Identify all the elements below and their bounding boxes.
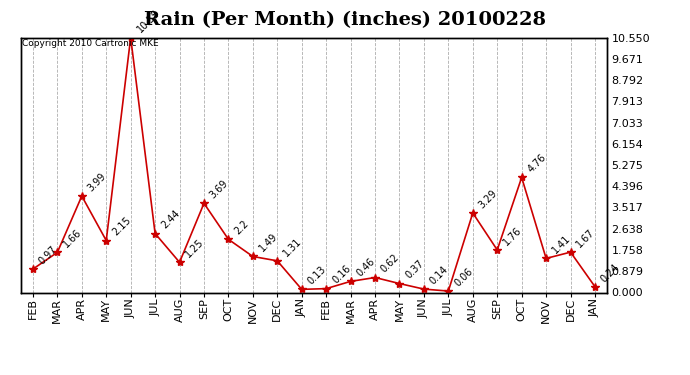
Text: 3.69: 3.69 xyxy=(208,178,230,201)
Text: 1.66: 1.66 xyxy=(61,227,83,250)
Text: 1.31: 1.31 xyxy=(282,236,304,258)
Text: 1.49: 1.49 xyxy=(257,231,279,254)
Text: 1.76: 1.76 xyxy=(502,225,524,247)
Text: 2.2: 2.2 xyxy=(233,219,250,237)
Text: 0.06: 0.06 xyxy=(453,266,475,288)
Text: 3.29: 3.29 xyxy=(477,188,500,210)
Text: Copyright 2010 Cartronic MKE: Copyright 2010 Cartronic MKE xyxy=(22,39,159,48)
Text: Rain (Per Month) (inches) 20100228: Rain (Per Month) (inches) 20100228 xyxy=(144,11,546,29)
Text: 0.46: 0.46 xyxy=(355,256,377,279)
Text: 0.97: 0.97 xyxy=(37,244,59,266)
Text: 1.67: 1.67 xyxy=(575,227,597,249)
Text: 2.15: 2.15 xyxy=(110,215,132,238)
Text: 4.76: 4.76 xyxy=(526,152,548,175)
Text: 0.62: 0.62 xyxy=(380,252,402,275)
Text: 3.99: 3.99 xyxy=(86,171,108,193)
Text: 0.14: 0.14 xyxy=(428,264,451,286)
Text: 1.41: 1.41 xyxy=(550,234,573,256)
Text: 0.16: 0.16 xyxy=(331,264,353,286)
Text: 0.37: 0.37 xyxy=(404,258,426,281)
Text: 10.55: 10.55 xyxy=(135,8,161,35)
Text: 0.24: 0.24 xyxy=(599,262,622,284)
Text: 1.25: 1.25 xyxy=(184,237,206,260)
Text: 2.44: 2.44 xyxy=(159,209,181,231)
Text: 0.13: 0.13 xyxy=(306,264,328,286)
